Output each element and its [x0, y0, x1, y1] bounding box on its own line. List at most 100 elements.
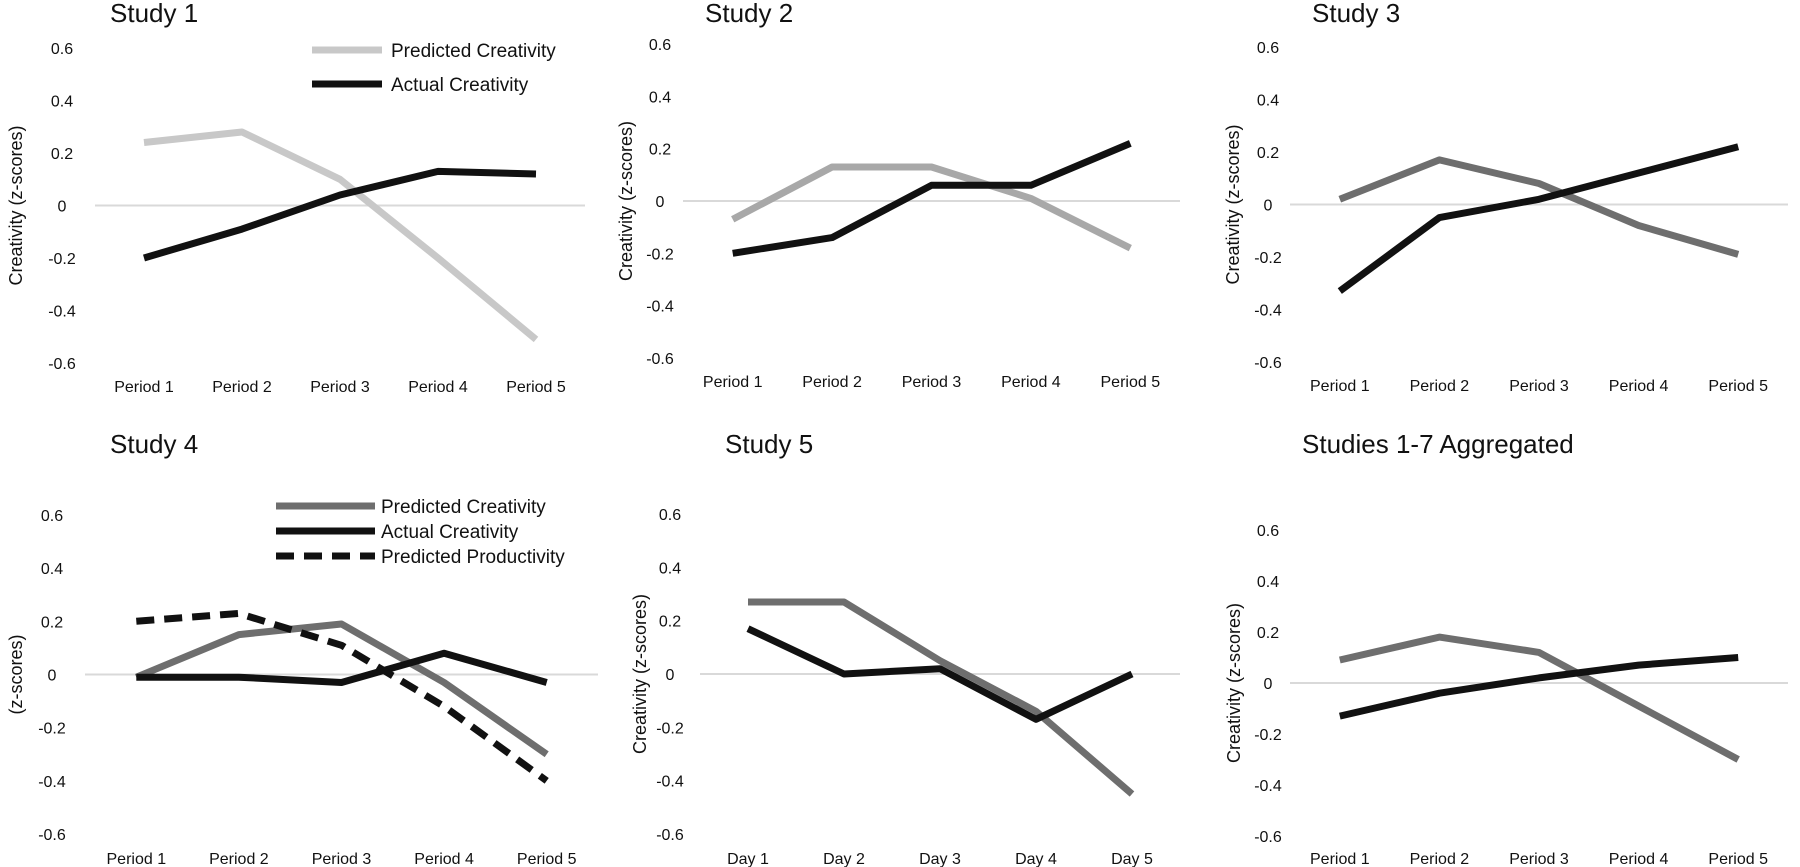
- chart-panel: Study 1 0.6 0.4 0.2 0 -0.2 -0.4 -0.6 Creativity …: [6, 0, 585, 396]
- y-tick-label: 0.2: [649, 142, 671, 159]
- chart-panel: Study 4 0.6 0.4 0.2 0 -0.2 -0.4 -0.6 (z-scores) P…: [6, 429, 598, 867]
- x-tick-label: Day 2: [823, 851, 865, 867]
- y-tick-label: -0.4: [1254, 778, 1282, 795]
- y-tick-label: -0.4: [646, 299, 674, 316]
- x-tick-label: Period 3: [902, 374, 962, 391]
- y-tick-label: -0.6: [38, 827, 66, 844]
- x-tick-label: Period 4: [1001, 374, 1061, 391]
- x-tick-label: Period 2: [802, 374, 862, 391]
- series-line: [1337, 143, 1740, 294]
- x-tick-label: Period 5: [517, 851, 577, 867]
- y-tick-label: 0.4: [41, 561, 63, 578]
- y-tick-label: 0: [666, 667, 675, 684]
- chart-panel: Study 2 0.6 0.4 0.2 0 -0.2 -0.4 -0.6 Creativity …: [616, 0, 1180, 391]
- y-tick-label: -0.6: [1254, 829, 1282, 846]
- series-line: [1338, 156, 1740, 258]
- y-tick-label: 0: [1264, 198, 1273, 215]
- y-tick-label: -0.4: [1254, 303, 1282, 320]
- y-tick-label: -0.2: [656, 720, 684, 737]
- x-tick-label: Period 1: [1310, 378, 1370, 395]
- y-tick-label: 0.6: [1257, 40, 1279, 57]
- y-axis-label: Creativity (z-scores): [1224, 603, 1244, 763]
- y-tick-label: -0.2: [48, 251, 76, 268]
- x-tick-label: Period 5: [506, 379, 566, 396]
- y-tick-label: -0.4: [38, 774, 66, 791]
- y-tick-label: -0.2: [38, 721, 66, 738]
- y-tick-label: 0.4: [51, 94, 73, 111]
- x-tick-label: Period 5: [1708, 851, 1768, 867]
- x-tick-label: Period 3: [1509, 378, 1569, 395]
- x-tick-label: Day 4: [1015, 851, 1057, 867]
- y-tick-label: -0.2: [1254, 250, 1282, 267]
- y-tick-label: -0.2: [646, 246, 674, 263]
- x-tick-label: Period 3: [1509, 851, 1569, 867]
- x-tick-label: Period 2: [1410, 378, 1470, 395]
- chart-panel: Study 3 0.6 0.4 0.2 0 -0.2 -0.4 -0.6 Creativity …: [1223, 0, 1788, 395]
- y-tick-label: -0.4: [656, 774, 684, 791]
- x-tick-label: Period 3: [310, 379, 370, 396]
- x-tick-label: Day 3: [919, 851, 961, 867]
- y-tick-label: 0: [656, 194, 665, 211]
- legend-entry: Actual Creativity: [381, 522, 519, 543]
- series-line: [748, 598, 1135, 797]
- x-tick-label: Period 2: [209, 851, 269, 867]
- series-line: [136, 649, 548, 686]
- series-line: [136, 609, 549, 784]
- y-tick-label: 0.6: [649, 37, 671, 54]
- legend-entry: Predicted Creativity: [381, 497, 546, 518]
- y-tick-label: 0: [58, 199, 67, 216]
- legend: Predicted Creativity Actual Creativity Pre…: [276, 497, 565, 568]
- x-tick-label: Period 2: [212, 379, 272, 396]
- y-tick-label: -0.6: [48, 356, 76, 373]
- y-tick-label: -0.6: [646, 351, 674, 368]
- chart-title: Study 2: [705, 0, 793, 28]
- x-tick-label: Period 5: [1101, 374, 1161, 391]
- chart-title: Study 3: [1312, 0, 1400, 28]
- y-axis-label: Creativity (z-scores): [630, 594, 650, 754]
- chart-title: Study 4: [110, 429, 198, 459]
- y-tick-label: 0.6: [1257, 523, 1279, 540]
- x-tick-label: Period 1: [114, 379, 174, 396]
- series-line: [134, 620, 549, 758]
- y-tick-label: 0.6: [659, 507, 681, 524]
- x-tick-label: Period 1: [703, 374, 763, 391]
- legend-entry: Predicted Creativity: [391, 41, 556, 62]
- x-tick-label: Period 4: [1609, 851, 1669, 867]
- y-tick-label: 0.4: [1257, 93, 1279, 110]
- series-line: [731, 163, 1132, 252]
- y-tick-label: 0.6: [41, 508, 63, 525]
- x-tick-label: Period 1: [1310, 851, 1370, 867]
- y-tick-label: -0.6: [1254, 355, 1282, 372]
- x-tick-label: Period 4: [408, 379, 468, 396]
- y-tick-label: -0.6: [656, 827, 684, 844]
- x-tick-label: Period 5: [1708, 378, 1768, 395]
- chart-title: Studies 1-7 Aggregated: [1302, 429, 1574, 459]
- legend-entry: Actual Creativity: [391, 75, 529, 96]
- y-tick-label: 0.2: [1257, 145, 1279, 162]
- x-tick-label: Period 2: [1410, 851, 1470, 867]
- chart-title: Study 1: [110, 0, 198, 28]
- y-axis-label: Creativity (z-scores): [1223, 124, 1243, 284]
- x-tick-label: Period 4: [414, 851, 474, 867]
- y-tick-label: -0.2: [1254, 727, 1282, 744]
- chart-panel: Studies 1-7 Aggregated 0.6 0.4 0.2 0 -0.2 -0.4…: [1224, 429, 1788, 867]
- y-tick-label: 0.2: [41, 614, 63, 631]
- y-tick-label: 0: [1264, 676, 1273, 693]
- x-tick-label: Period 4: [1609, 378, 1669, 395]
- x-tick-label: Period 3: [312, 851, 372, 867]
- legend: Predicted Creativity Actual Creativity: [312, 41, 556, 96]
- series-line: [1339, 633, 1740, 763]
- chart-title: Study 5: [725, 429, 813, 459]
- series-line: [143, 167, 537, 262]
- series-line: [1339, 654, 1739, 720]
- series-line: [143, 128, 539, 343]
- x-tick-label: Period 1: [107, 851, 167, 867]
- x-tick-label: Day 1: [727, 851, 769, 867]
- series-line: [746, 625, 1134, 723]
- y-tick-label: 0: [48, 668, 57, 685]
- y-axis-label: Creativity (z-scores): [6, 125, 26, 285]
- legend-entry: Predicted Productivity: [381, 547, 565, 568]
- series-line: [732, 140, 1132, 257]
- y-tick-label: 0.4: [649, 89, 671, 106]
